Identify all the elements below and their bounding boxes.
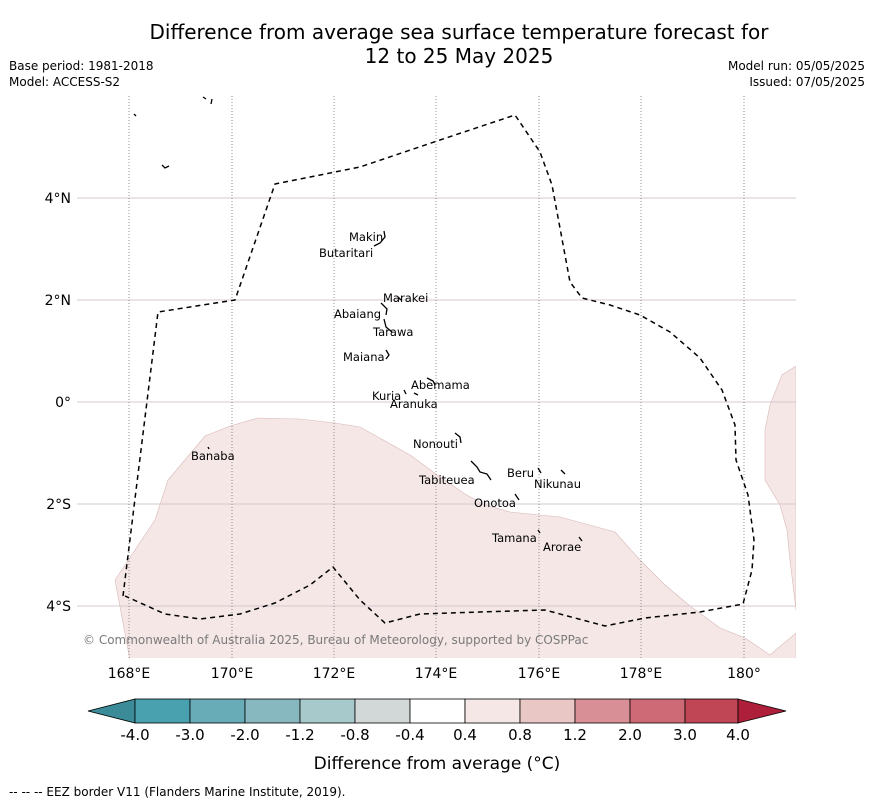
island-tabiteuea <box>470 460 492 481</box>
lat-tick-4s: 4°S <box>46 599 71 615</box>
island-abemama <box>426 377 436 386</box>
cb-label-3: -2.0 <box>230 726 259 744</box>
island-maiana <box>385 349 390 360</box>
island-nonouti <box>454 432 462 444</box>
island-top-3 <box>161 164 170 169</box>
colorbar-segment-2 <box>189 698 246 724</box>
lon-tick-172e: 172°E <box>313 666 356 682</box>
label-butaritari: Butaritari <box>319 246 373 260</box>
label-arorae: Arorae <box>543 540 581 554</box>
lat-tick-labels: 4°N 2°N 0° 2°S 4°S <box>45 191 72 615</box>
island-top-1 <box>133 113 137 117</box>
island-kuria <box>403 389 407 395</box>
map-area: Makin Butaritari Marakei Abaiang Tarawa … <box>77 96 796 658</box>
cb-label-1: -4.0 <box>120 726 149 744</box>
title-line-1: Difference from average sea surface temp… <box>149 20 769 44</box>
colorbar-segment-9 <box>574 698 631 724</box>
cb-label-7: 0.4 <box>453 726 477 744</box>
label-makin: Makin <box>349 230 383 244</box>
colorbar-segment-3 <box>244 698 301 724</box>
cb-label-8: 0.8 <box>508 726 532 744</box>
colorbar <box>87 698 787 724</box>
model-run: Model run: 05/05/2025 <box>727 59 865 73</box>
eez-border <box>122 114 755 627</box>
colorbar-segment-7 <box>464 698 521 724</box>
lat-tick-2s: 2°S <box>46 497 71 513</box>
lon-tick-labels: 168°E 170°E 172°E 174°E 176°E 178°E 180° <box>108 666 761 682</box>
label-tarawa: Tarawa <box>372 325 413 339</box>
island-aranuka <box>413 392 419 396</box>
label-nonouti: Nonouti <box>413 437 458 451</box>
label-onotoa: Onotoa <box>474 496 516 510</box>
island-onotoa <box>514 493 520 501</box>
anomaly-region-south <box>114 417 796 658</box>
island-tarawa <box>383 318 393 333</box>
colorbar-high-arrow <box>737 698 787 724</box>
lon-tick-176e: 176°E <box>518 666 561 682</box>
label-tabiteuea: Tabiteuea <box>418 473 475 487</box>
colorbar-title: Difference from average (°C) <box>314 754 561 774</box>
colorbar-segment-8 <box>519 698 576 724</box>
island-tamana <box>537 529 541 534</box>
issued-date: Issued: 07/05/2025 <box>749 75 865 89</box>
map-title: Difference from average sea surface temp… <box>0 20 873 68</box>
meta-right: Model run: 05/05/2025 Issued: 07/05/2025 <box>728 58 865 90</box>
colorbar-tick-labels: -4.0 -3.0 -2.0 -1.2 -0.8 -0.4 0.4 0.8 1.… <box>120 726 750 744</box>
colorbar-segment-4 <box>299 698 356 724</box>
eez-footnote: -- -- -- EEZ border V11 (Flanders Marine… <box>9 785 346 799</box>
title-line-2: 12 to 25 May 2025 <box>364 44 554 68</box>
cb-label-6: -0.4 <box>395 726 424 744</box>
cb-label-2: -3.0 <box>175 726 204 744</box>
cb-label-11: 3.0 <box>673 726 697 744</box>
anomaly-region-east <box>764 365 796 611</box>
colorbar-segment-1 <box>134 698 191 724</box>
lat-tick-2n: 2°N <box>45 293 71 309</box>
colorbar-segment-11 <box>684 698 739 724</box>
cb-label-9: 1.2 <box>563 726 587 744</box>
island-abaiang <box>380 302 388 316</box>
label-maiana: Maiana <box>343 350 385 364</box>
lat-tick-0: 0° <box>55 395 71 411</box>
base-period: Base period: 1981-2018 <box>9 59 154 73</box>
model-name: Model: ACCESS-S2 <box>9 75 121 89</box>
label-nikunau: Nikunau <box>534 477 581 491</box>
colorbar-segment-10 <box>629 698 686 724</box>
lon-tick-180: 180° <box>727 666 761 682</box>
label-kuria: Kuria <box>372 389 401 403</box>
label-marakei: Marakei <box>383 291 428 305</box>
lon-gridlines <box>128 96 745 658</box>
lon-tick-168e: 168°E <box>108 666 151 682</box>
lon-tick-178e: 178°E <box>620 666 663 682</box>
colorbar-low-arrow <box>87 698 136 724</box>
meta-left: Base period: 1981-2018 Model: ACCESS-S2 <box>9 58 154 90</box>
cb-label-10: 2.0 <box>618 726 642 744</box>
label-beru: Beru <box>507 466 534 480</box>
cb-label-12: 4.0 <box>726 726 750 744</box>
colorbar-segment-6 <box>409 698 466 724</box>
lon-tick-174e: 174°E <box>415 666 458 682</box>
label-banaba: Banaba <box>191 449 235 463</box>
copyright-notice: © Commonwealth of Australia 2025, Bureau… <box>83 633 588 647</box>
island-beru <box>537 467 542 474</box>
label-aranuka: Aranuka <box>390 397 438 411</box>
island-butaritari <box>373 230 386 247</box>
cb-label-5: -0.8 <box>340 726 369 744</box>
cb-label-4: -1.2 <box>285 726 314 744</box>
label-tamana: Tamana <box>491 531 537 545</box>
island-banaba <box>207 446 210 450</box>
island-nikunau <box>560 469 566 475</box>
island-arorae <box>578 536 583 542</box>
lat-gridlines <box>77 197 796 607</box>
lon-tick-170e: 170°E <box>211 666 254 682</box>
lat-tick-4n: 4°N <box>45 191 71 207</box>
label-abemama: Abemama <box>411 378 470 392</box>
island-marakei <box>397 296 402 301</box>
island-labels: Makin Butaritari Marakei Abaiang Tarawa … <box>191 230 581 554</box>
colorbar-segment-5 <box>354 698 411 724</box>
island-top-2 <box>202 96 213 105</box>
island-shapes <box>133 96 583 542</box>
label-abaiang: Abaiang <box>334 307 381 321</box>
